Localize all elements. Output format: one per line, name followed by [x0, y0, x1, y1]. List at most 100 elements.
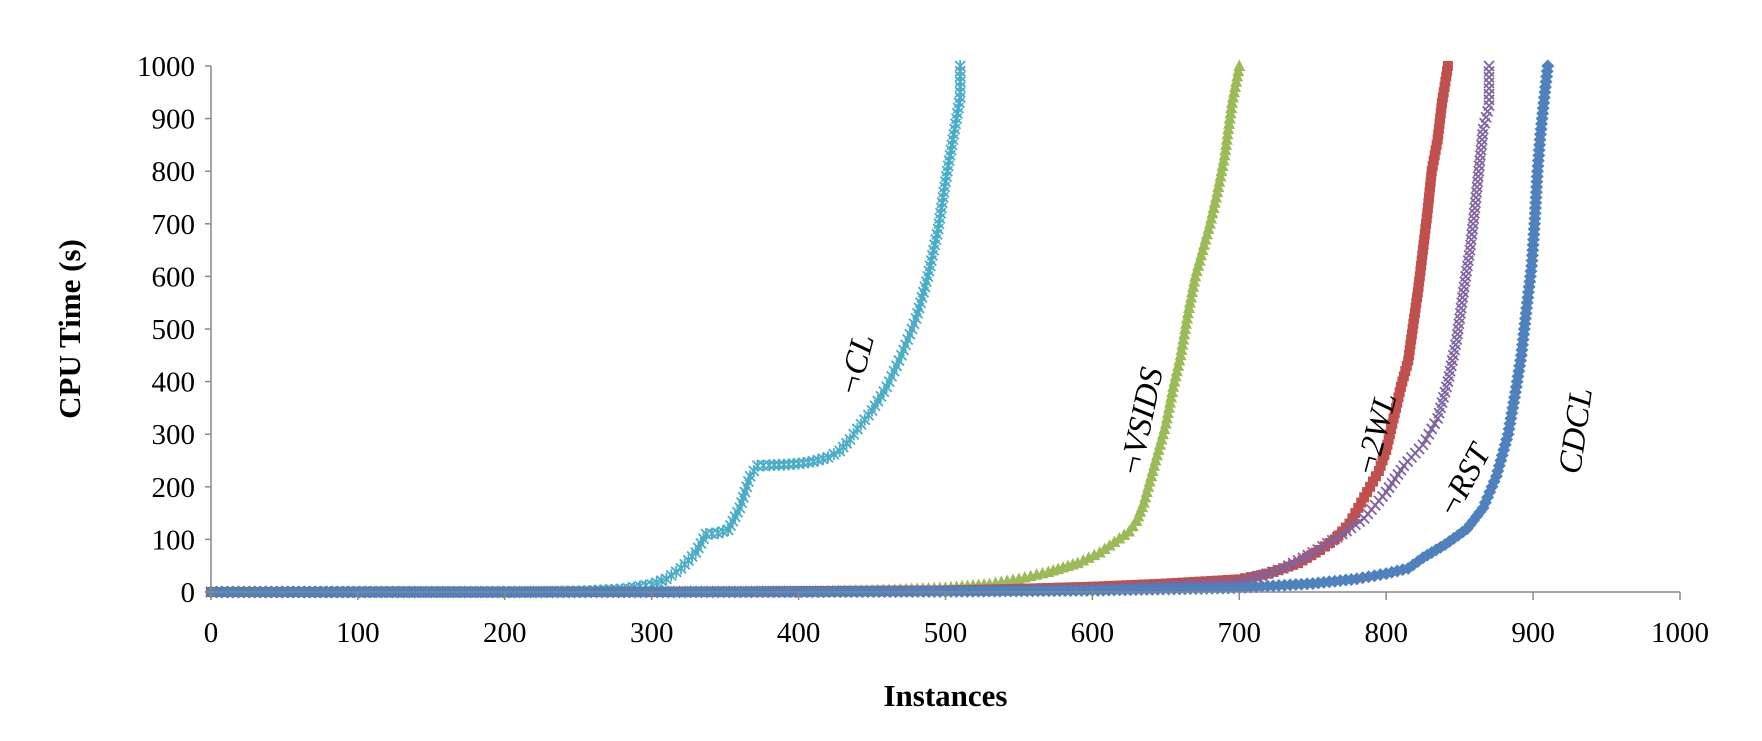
data-point	[1414, 271, 1425, 282]
data-point	[1384, 429, 1395, 440]
data-point	[1420, 224, 1431, 235]
data-point	[1422, 208, 1433, 219]
data-point	[1383, 434, 1394, 445]
data-point	[1406, 334, 1417, 345]
x-tick-label: 600	[1071, 617, 1115, 649]
data-point	[1406, 329, 1417, 340]
data-point	[1359, 492, 1370, 503]
data-point	[1414, 276, 1425, 287]
data-point	[1405, 339, 1416, 350]
data-point	[1365, 481, 1376, 492]
data-point	[1356, 497, 1367, 508]
data-point	[1382, 439, 1393, 450]
data-point	[1307, 546, 1319, 559]
data-point	[1431, 139, 1442, 150]
data-point	[1386, 423, 1397, 434]
data-point	[1439, 82, 1450, 93]
data-point	[1103, 539, 1116, 551]
data-point	[1436, 103, 1447, 114]
y-tick-label: 800	[152, 156, 196, 188]
data-point	[1367, 476, 1378, 487]
data-point	[1409, 313, 1420, 324]
data-point	[1424, 187, 1435, 198]
data-point	[1432, 134, 1443, 145]
data-point	[1416, 260, 1427, 271]
data-point	[1233, 59, 1246, 71]
data-point	[1421, 218, 1432, 229]
data-point	[1425, 176, 1436, 187]
data-point	[1425, 181, 1436, 192]
data-point	[1403, 350, 1414, 361]
data-point	[1353, 502, 1364, 513]
data-point	[1392, 397, 1403, 408]
y-tick-label: 600	[152, 261, 196, 293]
data-point	[1411, 297, 1422, 308]
data-point	[1442, 61, 1453, 71]
data-point	[1404, 345, 1415, 356]
data-point	[1108, 535, 1121, 548]
y-tick-label: 900	[152, 104, 196, 136]
data-point	[1442, 66, 1453, 77]
y-tick-label: 100	[152, 524, 196, 556]
data-point	[1423, 428, 1435, 440]
data-point	[1377, 455, 1388, 466]
data-point	[665, 569, 677, 582]
data-point	[1429, 418, 1441, 430]
data-point	[1409, 308, 1420, 319]
data-point	[1373, 466, 1384, 477]
data-point	[1375, 460, 1386, 471]
data-point	[1417, 245, 1428, 256]
data-point	[1347, 513, 1358, 524]
data-point	[1223, 575, 1233, 586]
data-point	[1421, 213, 1432, 224]
data-point	[1393, 392, 1404, 403]
data-point	[1098, 542, 1111, 555]
data-point	[1234, 574, 1245, 585]
data-point	[1434, 118, 1445, 129]
data-point	[1541, 59, 1555, 73]
x-tick-label: 100	[336, 617, 380, 649]
y-tick-label: 0	[181, 577, 196, 609]
data-point	[822, 451, 834, 464]
data-point	[1211, 575, 1222, 586]
x-tick-label: 200	[483, 617, 527, 649]
data-point	[1438, 87, 1449, 98]
data-point	[1420, 433, 1432, 446]
data-point	[660, 572, 673, 585]
y-tick-label: 700	[152, 209, 196, 241]
data-point	[1413, 281, 1424, 292]
data-point	[1387, 418, 1398, 429]
data-point	[1423, 197, 1434, 208]
data-point	[954, 60, 966, 72]
data-point	[1435, 108, 1446, 119]
x-axis-title: Instances	[883, 678, 1007, 713]
data-point	[1427, 160, 1438, 171]
x-tick-label: 1000	[1651, 617, 1709, 649]
x-tick-label: 700	[1218, 617, 1262, 649]
data-point	[1417, 439, 1429, 451]
data-point	[1400, 366, 1411, 377]
data-point	[1426, 423, 1438, 435]
data-point	[1426, 171, 1437, 182]
data-point	[1240, 573, 1251, 584]
axes-layer: 0 100 200 300 400 500 600 700 800 900 1000 0 100 200 3…	[137, 51, 1709, 649]
data-point	[1418, 239, 1429, 250]
data-point	[1362, 487, 1373, 498]
data-point	[1429, 150, 1440, 161]
data-point	[1410, 302, 1421, 313]
data-point	[1113, 532, 1126, 544]
data-point	[1470, 509, 1484, 523]
y-tick-label: 400	[152, 367, 196, 399]
x-tick-label: 800	[1364, 617, 1408, 649]
data-point	[1381, 444, 1392, 455]
data-point	[828, 448, 840, 461]
data-point	[1388, 413, 1399, 424]
data-point	[1312, 543, 1324, 556]
data-point	[1440, 76, 1451, 87]
data-point	[1093, 546, 1106, 558]
y-tick-label: 500	[152, 314, 196, 346]
data-point	[1412, 292, 1423, 303]
data-point	[1433, 124, 1444, 135]
data-point	[1395, 381, 1406, 392]
